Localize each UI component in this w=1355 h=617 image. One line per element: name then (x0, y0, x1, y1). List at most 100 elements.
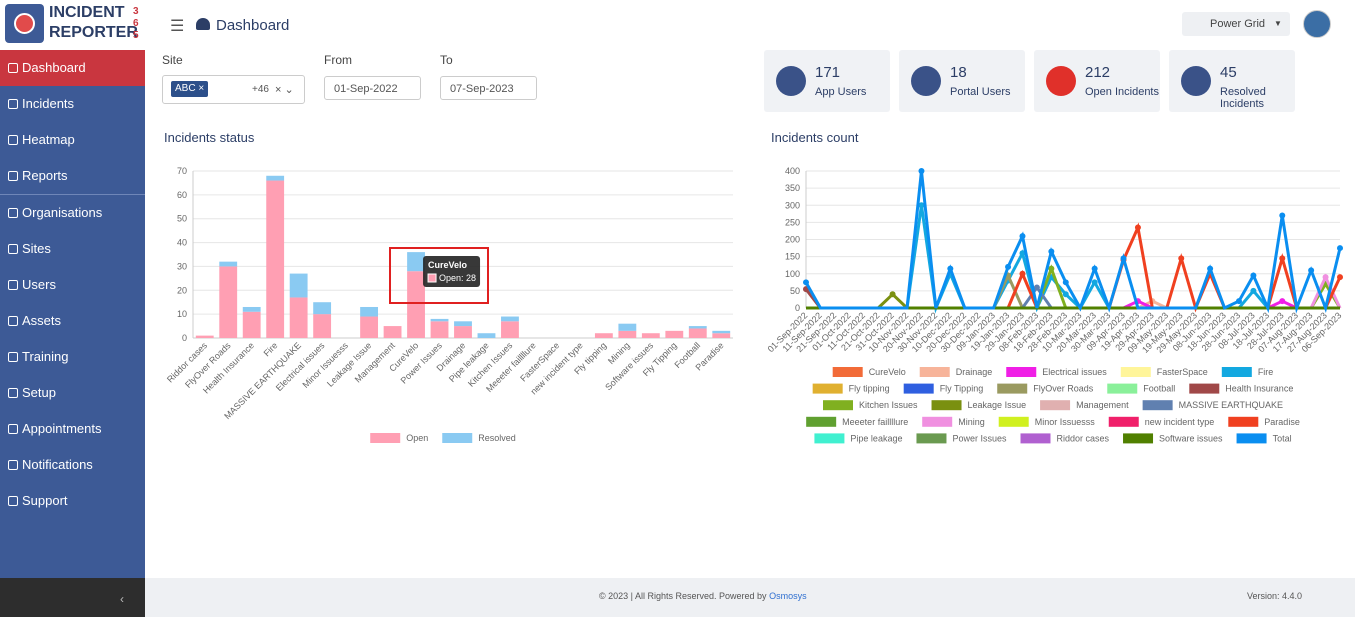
line-point (1062, 279, 1069, 286)
menu-toggle[interactable]: ☰ (170, 18, 185, 35)
y-tick-label: 200 (785, 235, 800, 245)
tooltip-text: Open: 28 (439, 273, 476, 283)
legend-label: Minor Issuesss (1035, 417, 1096, 427)
nav-label: Sites (22, 241, 51, 256)
nav-label: Users (22, 277, 56, 292)
nav-label: Assets (22, 313, 62, 328)
line-point (1250, 287, 1257, 294)
y-tick-label: 50 (177, 214, 187, 224)
stat-value: 18 (950, 64, 967, 81)
brand-number: 365 (133, 6, 139, 41)
legend-label: Riddor cases (1057, 433, 1110, 443)
nav-item[interactable]: Appointments (0, 411, 145, 447)
line-point (1279, 255, 1286, 262)
line-point (1235, 298, 1242, 305)
y-tick-label: 300 (785, 200, 800, 210)
nav-item[interactable]: Support (0, 483, 145, 519)
legend-swatch (931, 400, 962, 411)
nav-icon (8, 99, 18, 109)
chart-title: Incidents status (164, 130, 255, 145)
sidebar (0, 0, 145, 617)
nav-item[interactable]: Assets (0, 303, 145, 339)
chart-title: Incidents count (771, 130, 859, 145)
y-tick-label: 20 (177, 285, 187, 295)
bar-segment (289, 297, 308, 338)
avatar[interactable] (1303, 10, 1331, 38)
nav-item[interactable]: Heatmap (0, 122, 145, 158)
stat-label: Portal Users (950, 86, 1011, 98)
legend-label: Power Issues (952, 433, 1007, 443)
bar-segment (219, 261, 238, 267)
legend-label: Total (1273, 433, 1292, 443)
nav-item[interactable]: Setup (0, 375, 145, 411)
nav-item[interactable]: Notifications (0, 447, 145, 483)
line-point (1048, 248, 1055, 255)
nav-label: Support (22, 493, 68, 508)
tooltip-swatch (427, 273, 437, 283)
nav-item[interactable]: Dashboard (0, 50, 145, 86)
bar-segment (712, 330, 731, 334)
bar-segment (219, 266, 238, 338)
bar-segment (477, 333, 496, 338)
legend-label: FasterSpace (1157, 367, 1208, 377)
nav-item[interactable]: Users (0, 267, 145, 303)
site-select[interactable]: ABC × +46 × ⌄ (162, 75, 305, 104)
legend-label: Drainage (956, 367, 993, 377)
legend-swatch (1236, 433, 1267, 444)
bar-segment (195, 335, 214, 338)
nav-item[interactable]: Reports (0, 158, 145, 194)
line-point (889, 291, 896, 298)
logo: INCIDENT REPORTER 365 (0, 0, 145, 50)
collapse-bar[interactable]: ‹ (0, 578, 145, 617)
nav-label: Heatmap (22, 132, 75, 147)
legend-swatch (1142, 400, 1173, 411)
workspace-select[interactable]: Power Grid ▼ (1182, 12, 1290, 36)
legend-swatch (919, 367, 950, 377)
legend-swatch (1221, 367, 1252, 377)
bar-segment (313, 314, 332, 338)
legend-label: Fire (1258, 367, 1274, 377)
legend-swatch (997, 383, 1028, 394)
nav-item[interactable]: Organisations (0, 195, 145, 231)
bar-segment (242, 306, 261, 312)
y-tick-label: 400 (785, 166, 800, 176)
legend-swatch (1228, 416, 1259, 427)
page-title: Dashboard (216, 17, 290, 34)
stat-card: 171 App Users (764, 50, 890, 112)
footer-link[interactable]: Osmosys (769, 591, 807, 601)
legend-swatch (1120, 367, 1151, 377)
stat-value: 212 (1085, 64, 1111, 81)
legend-label: Fly tipping (849, 384, 890, 394)
bar-segment (618, 330, 637, 338)
bar-segment (688, 328, 707, 338)
bar-segment (407, 252, 425, 272)
nav-item[interactable]: Training (0, 339, 145, 375)
y-tick-label: 50 (790, 286, 800, 296)
bar-segment (501, 321, 519, 338)
line-point (1279, 298, 1286, 305)
nav-item[interactable]: Incidents (0, 86, 145, 122)
from-input[interactable]: 01-Sep-2022 (324, 76, 421, 100)
legend-swatch (812, 383, 843, 394)
line-point (1019, 270, 1026, 277)
nav-item[interactable]: Sites (0, 231, 145, 267)
line-point (1048, 265, 1055, 272)
line-point (1134, 224, 1141, 231)
nav-icon (8, 208, 18, 218)
legend-label: Kitchen Issues (859, 400, 918, 410)
legend-label: Football (1143, 384, 1175, 394)
bar-segment (688, 326, 707, 329)
stat-value: 45 (1220, 64, 1237, 81)
bar-segment (242, 311, 261, 338)
y-tick-label: 0 (182, 333, 187, 343)
legend-swatch (1108, 416, 1139, 427)
legend-swatch (916, 433, 947, 444)
legend-label: Pipe leakage (850, 433, 902, 443)
legend-label: Fly Tipping (940, 384, 984, 394)
bar-segment (594, 333, 613, 338)
legend-swatch (823, 400, 853, 411)
y-tick-label: 250 (785, 217, 800, 227)
stat-label: Open Incidents (1085, 86, 1159, 98)
to-input[interactable]: 07-Sep-2023 (440, 76, 537, 100)
line-point (1207, 265, 1214, 272)
